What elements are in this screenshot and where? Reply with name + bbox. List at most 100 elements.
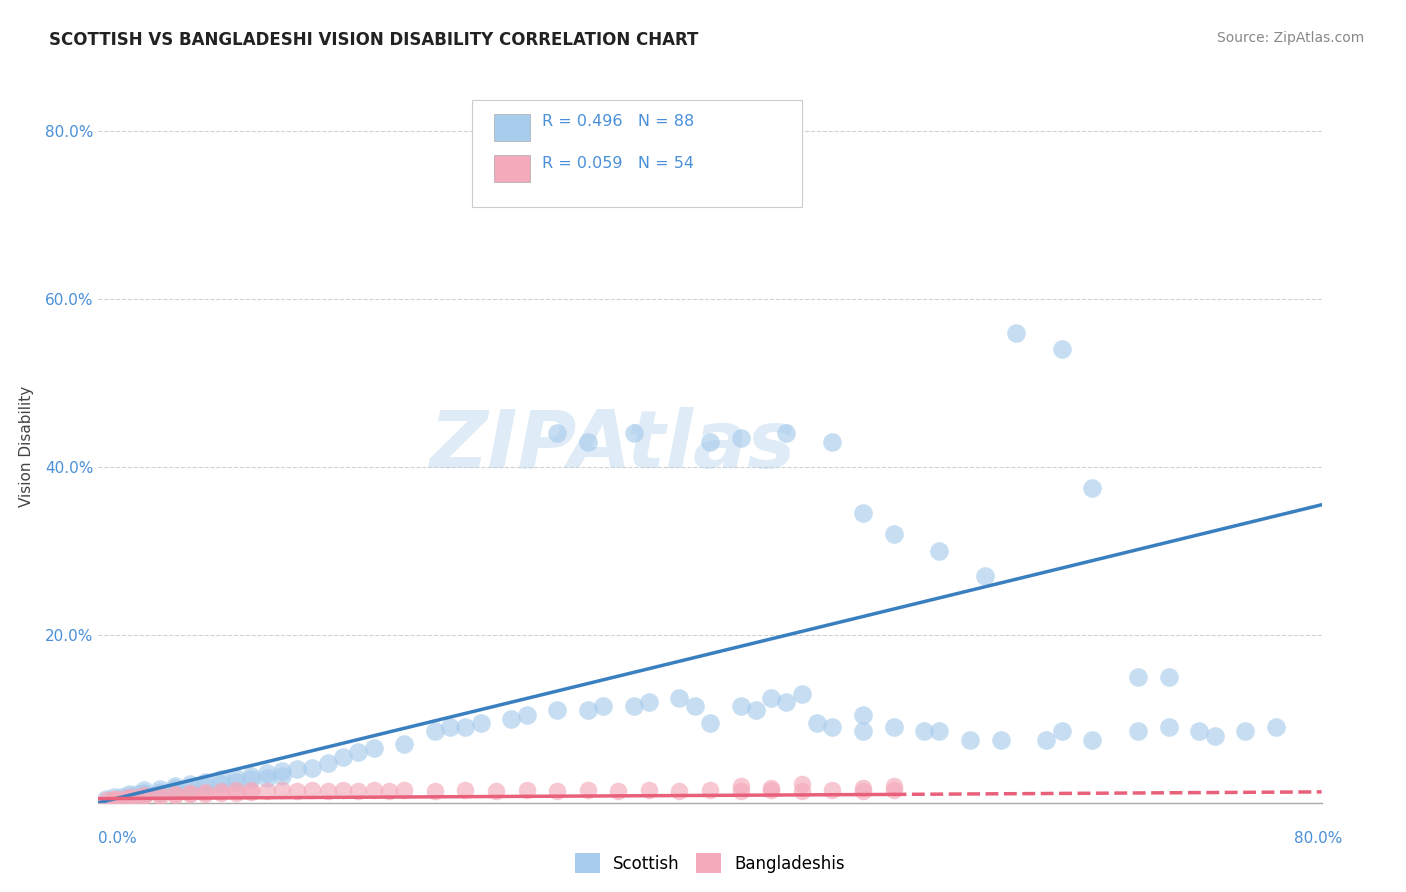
Point	[852, 506, 875, 520]
Point	[225, 786, 247, 800]
Point	[592, 699, 614, 714]
Point	[730, 779, 752, 793]
Point	[240, 785, 263, 799]
Point	[883, 527, 905, 541]
Point	[125, 789, 148, 804]
Point	[149, 788, 172, 802]
Text: Source: ZipAtlas.com: Source: ZipAtlas.com	[1216, 31, 1364, 45]
Point	[423, 784, 446, 798]
Point	[501, 712, 523, 726]
Point	[1157, 720, 1180, 734]
Point	[668, 690, 690, 705]
Legend: Scottish, Bangladeshis: Scottish, Bangladeshis	[568, 847, 852, 880]
Point	[775, 695, 797, 709]
Point	[225, 771, 247, 785]
Point	[163, 779, 186, 793]
Point	[285, 762, 308, 776]
Point	[134, 783, 156, 797]
Point	[240, 772, 263, 787]
Point	[363, 783, 385, 797]
Point	[163, 789, 186, 803]
Point	[990, 732, 1012, 747]
Point	[163, 787, 186, 801]
Point	[1081, 732, 1104, 747]
Point	[110, 791, 132, 805]
Point	[454, 720, 477, 734]
Point	[852, 784, 875, 798]
Point	[745, 703, 768, 717]
Point	[209, 786, 232, 800]
Point	[546, 784, 568, 798]
Point	[134, 789, 156, 803]
Point	[179, 786, 201, 800]
Point	[821, 434, 844, 449]
Point	[883, 783, 905, 797]
Point	[194, 774, 217, 789]
Point	[1204, 729, 1226, 743]
Point	[103, 792, 125, 806]
Point	[699, 434, 721, 449]
Point	[883, 779, 905, 793]
Point	[883, 720, 905, 734]
Point	[730, 699, 752, 714]
Point	[118, 789, 141, 804]
Point	[103, 791, 125, 805]
Point	[163, 780, 186, 795]
Point	[1050, 724, 1073, 739]
Point	[270, 769, 292, 783]
Point	[1050, 343, 1073, 357]
Point	[179, 788, 201, 802]
Point	[790, 687, 813, 701]
Point	[270, 764, 292, 778]
Point	[1188, 724, 1211, 739]
Point	[546, 703, 568, 717]
Point	[149, 785, 172, 799]
Point	[347, 746, 370, 760]
Point	[516, 783, 538, 797]
Point	[730, 431, 752, 445]
Point	[316, 756, 339, 770]
Point	[301, 783, 323, 797]
Point	[623, 426, 645, 441]
Point	[912, 724, 935, 739]
Text: ZIPAtlas: ZIPAtlas	[429, 407, 796, 485]
Point	[285, 784, 308, 798]
Point	[347, 784, 370, 798]
Text: 0.0%: 0.0%	[98, 831, 138, 846]
Point	[316, 784, 339, 798]
Point	[392, 783, 416, 797]
Point	[516, 707, 538, 722]
Point	[209, 784, 232, 798]
Point	[974, 569, 997, 583]
Point	[149, 789, 172, 803]
Point	[118, 788, 141, 802]
Point	[134, 789, 156, 803]
Point	[118, 790, 141, 805]
Point	[332, 749, 354, 764]
Point	[363, 741, 385, 756]
Point	[149, 782, 172, 797]
Point	[240, 783, 263, 797]
Point	[683, 699, 706, 714]
Point	[1234, 724, 1257, 739]
Point	[637, 783, 661, 797]
Point	[270, 783, 292, 797]
Point	[301, 760, 323, 774]
Point	[1157, 670, 1180, 684]
Text: R = 0.496   N = 88: R = 0.496 N = 88	[543, 114, 695, 129]
Point	[179, 780, 201, 795]
Point	[852, 707, 875, 722]
Point	[637, 695, 661, 709]
Point	[759, 783, 782, 797]
Point	[94, 791, 117, 805]
Point	[378, 784, 401, 798]
Point	[454, 783, 477, 797]
Point	[699, 716, 721, 731]
Point	[576, 703, 599, 717]
Y-axis label: Vision Disability: Vision Disability	[18, 385, 34, 507]
FancyBboxPatch shape	[494, 114, 530, 141]
Point	[118, 789, 141, 803]
Point	[790, 777, 813, 791]
Point	[256, 784, 278, 798]
Point	[94, 793, 117, 807]
